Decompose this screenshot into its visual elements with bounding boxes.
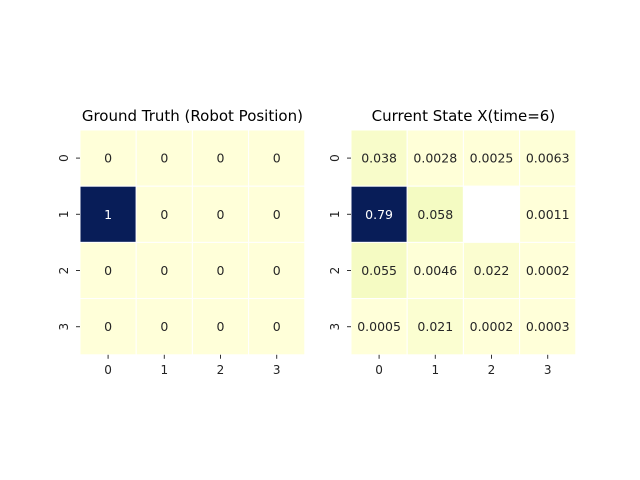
cell-value-label-0-3: 0.0063 [526, 151, 570, 166]
cell-value-label-0-1: 0.0028 [413, 151, 457, 166]
x-tick-label-0: 0 [104, 363, 112, 377]
heatmap-cell-2-3 [248, 241, 306, 300]
heatmap-cell-3-1 [135, 298, 193, 356]
x-tick-label-1: 1 [160, 363, 168, 377]
cell-value-label-0-2: 0 [217, 151, 225, 166]
heatmap-cell-3-1 [406, 298, 464, 356]
x-tick-label-3: 3 [544, 363, 552, 377]
x-tick-label-3: 3 [273, 363, 281, 377]
cell-value-label-1-1: 0 [160, 207, 168, 222]
cell-value-label-3-3: 0.0003 [526, 319, 570, 334]
heatmap-cell-2-2 [462, 241, 521, 300]
y-tick-label-3: 3 [57, 323, 71, 331]
cell-value-label-1-3: 0.0011 [526, 207, 570, 222]
chart-title: Ground Truth (Robot Position) [82, 107, 303, 125]
heatmap-cell-0-1 [406, 129, 464, 187]
cell-value-label-3-0: 0.0005 [357, 319, 401, 334]
heatmap-cell-0-0 [350, 129, 408, 187]
cell-value-label-0-3: 0 [273, 151, 281, 166]
cell-value-label-2-0: 0 [104, 263, 112, 278]
cell-value-label-3-2: 0.0002 [470, 319, 514, 334]
cell-value-label-1-0: 0.79 [365, 207, 393, 222]
cell-value-label-0-0: 0.038 [361, 151, 397, 166]
cell-value-label-1-1: 0.058 [417, 207, 453, 222]
cell-value-label-3-2: 0 [217, 319, 225, 334]
cell-value-label-0-1: 0 [160, 151, 168, 166]
cell-value-label-3-3: 0 [273, 319, 281, 334]
heatmap-cell-1-1 [135, 185, 193, 243]
chart-title: Current State X(time=6) [372, 107, 556, 125]
cell-value-label-2-0: 0.055 [361, 263, 397, 278]
current-state-heatmap: Current State X(time=6) 0.038 0.0028 0.0025… [328, 107, 577, 377]
ground-truth-heatmap: Ground Truth (Robot Position) 0 0 0 0 1 0 0 0 0 0 0… [57, 107, 306, 377]
heatmap-cell-0-3 [248, 129, 306, 187]
y-tick-label-1: 1 [57, 210, 71, 218]
y-tick-label-0: 0 [328, 154, 342, 162]
heatmap-cell-1-2 [462, 185, 521, 243]
heatmap-cell-1-3 [519, 185, 577, 243]
x-tick-label-1: 1 [431, 363, 439, 377]
cell-value-label-3-1: 0 [160, 319, 168, 334]
cell-value-label-3-0: 0 [104, 319, 112, 334]
cell-value-label-0-2: 0.0025 [470, 151, 514, 166]
heatmap-cell-0-1 [135, 129, 193, 187]
x-tick-label-0: 0 [375, 363, 383, 377]
cell-value-label-1-2: 0 [217, 207, 225, 222]
cell-value-label-2-1: 0.0046 [413, 263, 457, 278]
heatmap-cell-0-2 [462, 129, 521, 187]
cell-value-label-3-1: 0.021 [417, 319, 453, 334]
y-tick-label-1: 1 [328, 210, 342, 218]
cell-value-label-0-0: 0 [104, 151, 112, 166]
cell-value-label-1-3: 0 [273, 207, 281, 222]
cell-value-label-1-0: 1 [104, 207, 112, 222]
heatmap-cell-0-2 [191, 129, 250, 187]
heatmap-cell-0-0 [79, 129, 137, 187]
cell-value-label-2-2: 0.022 [474, 263, 510, 278]
cell-value-label-2-3: 0.0002 [526, 263, 570, 278]
heatmap-cell-2-1 [135, 241, 193, 300]
heatmap-cell-0-3 [519, 129, 577, 187]
heatmap-cell-1-3 [248, 185, 306, 243]
cell-value-label-2-2: 0 [217, 263, 225, 278]
y-tick-label-2: 2 [57, 267, 71, 275]
heatmap-cell-2-1 [406, 241, 464, 300]
cell-value-label-2-1: 0 [160, 263, 168, 278]
x-tick-label-2: 2 [488, 363, 496, 377]
heatmap-cell-2-3 [519, 241, 577, 300]
y-tick-label-0: 0 [57, 154, 71, 162]
x-tick-label-2: 2 [217, 363, 225, 377]
heatmap-cell-3-3 [248, 298, 306, 356]
y-tick-label-3: 3 [328, 323, 342, 331]
y-tick-label-2: 2 [328, 267, 342, 275]
cell-value-label-2-3: 0 [273, 263, 281, 278]
